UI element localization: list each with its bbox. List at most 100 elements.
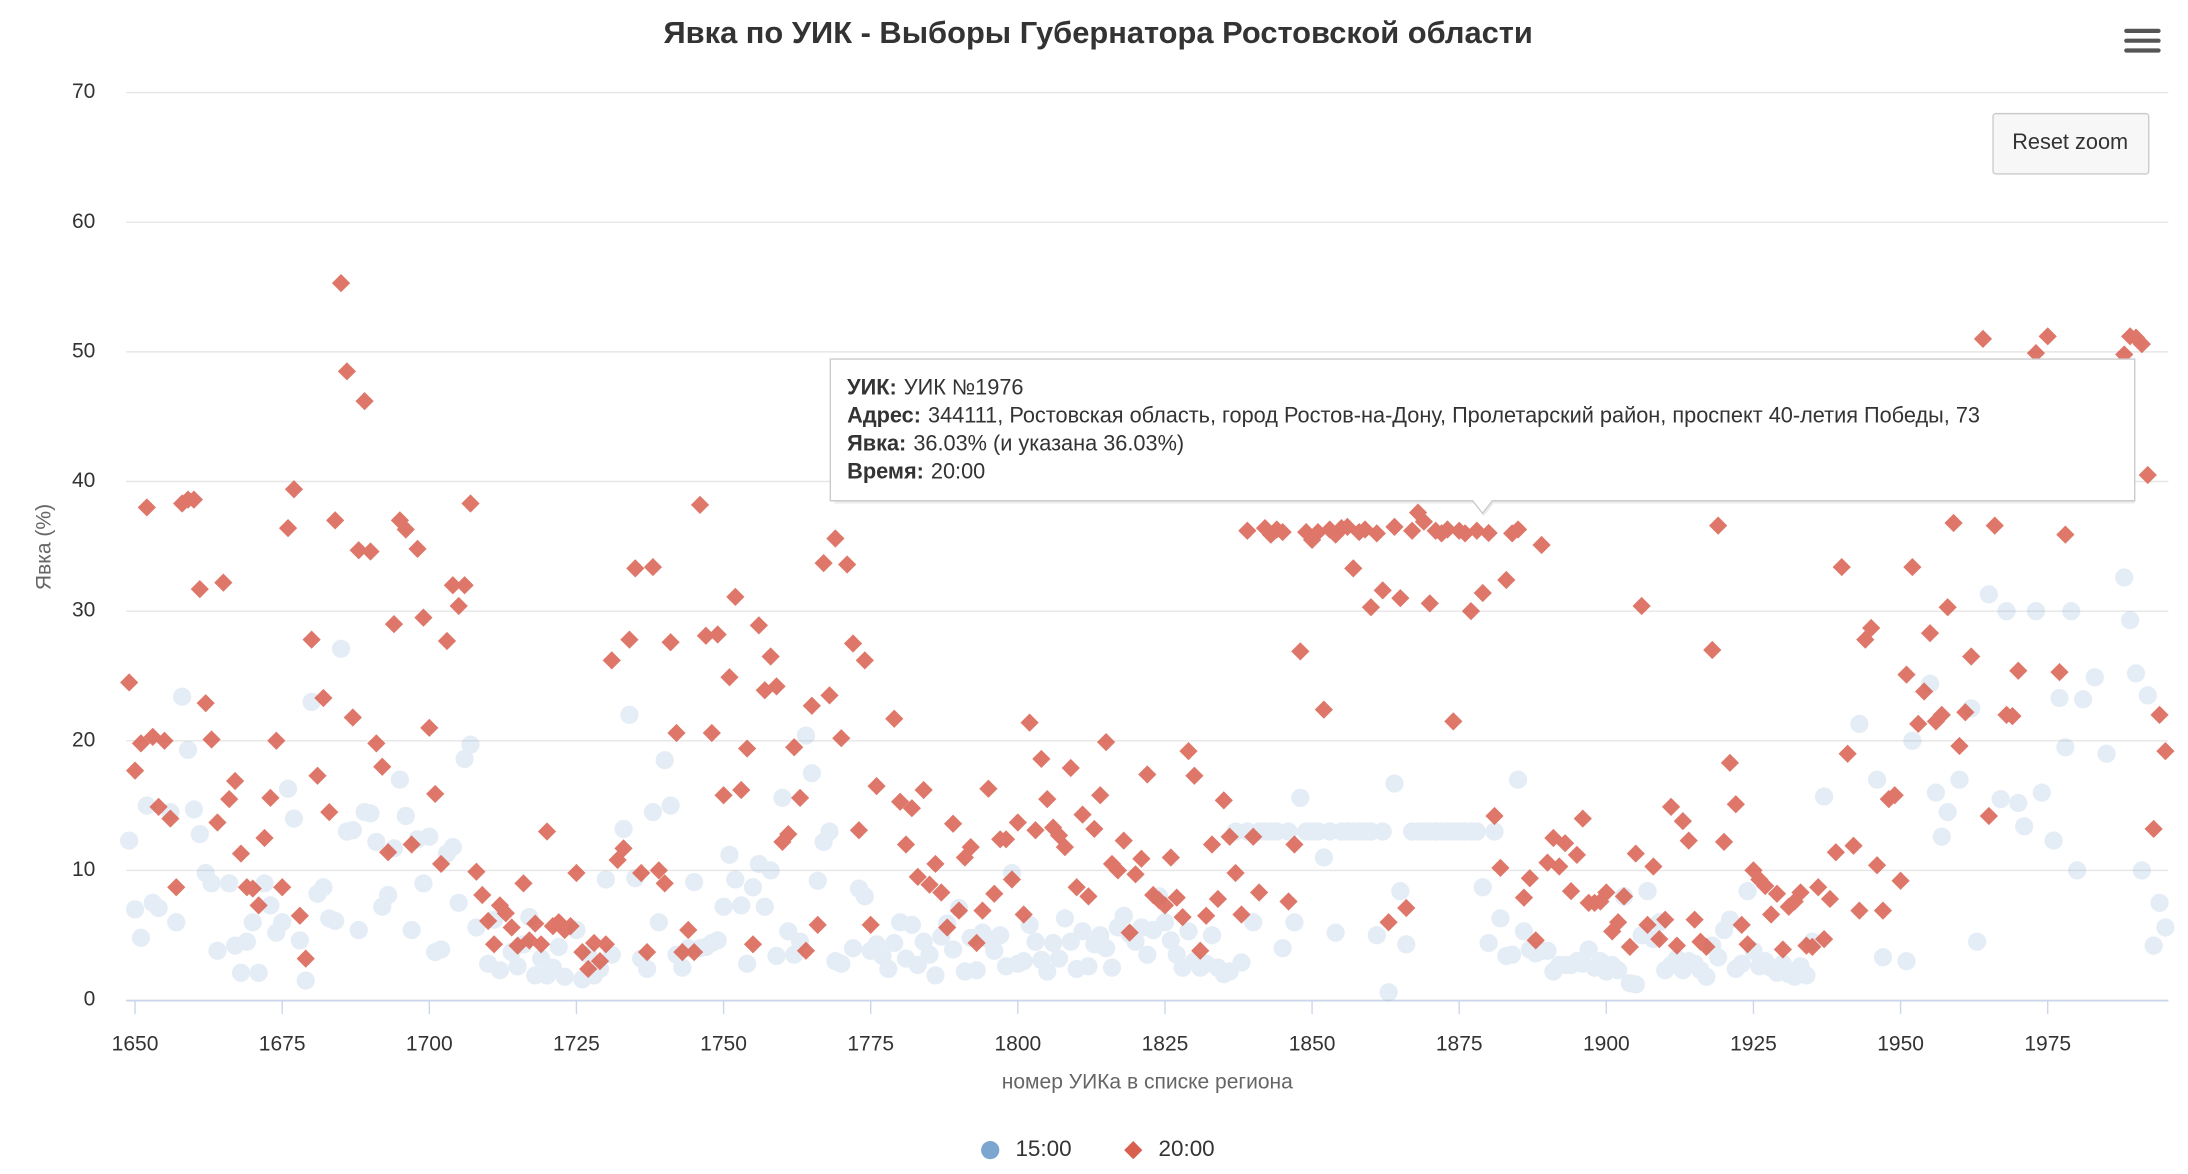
point	[1138, 765, 1157, 784]
point	[808, 915, 827, 934]
point	[1762, 958, 1781, 977]
point	[1497, 946, 1516, 966]
point	[379, 885, 398, 905]
point	[1179, 922, 1198, 941]
point	[985, 884, 1004, 903]
point	[2132, 861, 2151, 880]
point	[131, 928, 151, 947]
point	[461, 494, 480, 513]
point	[1573, 809, 1592, 828]
point	[855, 651, 874, 670]
point	[1709, 516, 1728, 535]
point	[855, 887, 874, 906]
point	[455, 576, 474, 595]
point	[461, 735, 480, 754]
point	[1397, 898, 1416, 918]
reset-zoom-box[interactable]	[1992, 112, 2150, 175]
point	[1673, 812, 1692, 831]
point	[891, 913, 910, 932]
point	[1385, 774, 1404, 793]
point	[1809, 878, 1828, 897]
point	[1073, 805, 1092, 824]
point	[1226, 863, 1245, 883]
point	[1308, 522, 1328, 542]
point	[426, 784, 445, 804]
point	[414, 608, 433, 627]
point	[832, 954, 851, 973]
point	[2026, 344, 2046, 363]
point	[1214, 791, 1233, 810]
point	[1244, 827, 1263, 846]
plot: 0 10 20 30 40 50 60 70 1650 1675 1700 1725 1750 1775 1…	[72, 80, 2175, 1055]
point	[490, 961, 510, 980]
point	[1096, 939, 1116, 958]
series	[120, 274, 2175, 979]
point	[1061, 932, 1080, 951]
point	[202, 730, 221, 749]
point	[1361, 822, 1381, 841]
point	[473, 885, 492, 905]
point	[1767, 963, 1787, 982]
point	[802, 764, 821, 783]
point	[1285, 835, 1304, 854]
point	[367, 832, 386, 852]
point	[1597, 962, 1616, 981]
point	[767, 946, 786, 966]
point	[1120, 923, 1139, 942]
point	[1979, 806, 1998, 826]
reset-zoom-label[interactable]: Reset zoom	[2012, 129, 2128, 154]
point	[1126, 865, 1145, 884]
point	[1915, 682, 1934, 701]
legend-item[interactable]: 15:00	[981, 1136, 1072, 1161]
point	[1420, 594, 1439, 613]
point	[973, 901, 992, 920]
point	[614, 839, 633, 858]
point	[1091, 926, 1110, 945]
point	[1403, 521, 1422, 540]
point	[1232, 953, 1251, 972]
point	[838, 555, 857, 574]
point	[120, 673, 139, 692]
point	[1079, 957, 1098, 976]
point	[2062, 602, 2081, 621]
point	[1903, 557, 1922, 577]
point	[1532, 535, 1551, 555]
point	[1438, 822, 1457, 841]
point	[1326, 923, 1345, 942]
point	[1214, 965, 1233, 984]
point	[1073, 922, 1092, 941]
point	[1514, 922, 1534, 941]
reset-zoom-button[interactable]: Reset zoom	[1992, 112, 2150, 175]
point	[1685, 910, 1704, 929]
point	[555, 967, 574, 986]
point	[926, 854, 945, 874]
point	[1573, 954, 1592, 973]
point	[1002, 870, 1022, 889]
point	[337, 822, 357, 841]
point	[908, 867, 927, 887]
point	[1614, 887, 1634, 906]
point	[1367, 524, 1386, 543]
point	[2044, 831, 2063, 850]
point	[1291, 642, 1310, 661]
point	[1779, 965, 1798, 984]
point	[396, 806, 415, 826]
x-tick-label: 1975	[2024, 1032, 2071, 1055]
point	[826, 952, 845, 971]
point	[1026, 821, 1045, 840]
menu-button[interactable]	[2123, 25, 2162, 61]
point	[1920, 624, 1940, 643]
point	[384, 614, 404, 634]
point	[149, 797, 168, 817]
point	[1862, 618, 1881, 638]
point	[1355, 822, 1375, 841]
point	[2050, 662, 2069, 682]
point	[1032, 950, 1051, 969]
point	[173, 494, 192, 513]
legend-item[interactable]: 20:00	[1124, 1136, 1215, 1161]
x-tick-label: 1750	[700, 1032, 747, 1055]
tooltip-box	[829, 358, 2136, 515]
point	[1950, 736, 1969, 756]
tooltip-key: Время:	[847, 458, 924, 483]
point	[173, 687, 192, 706]
